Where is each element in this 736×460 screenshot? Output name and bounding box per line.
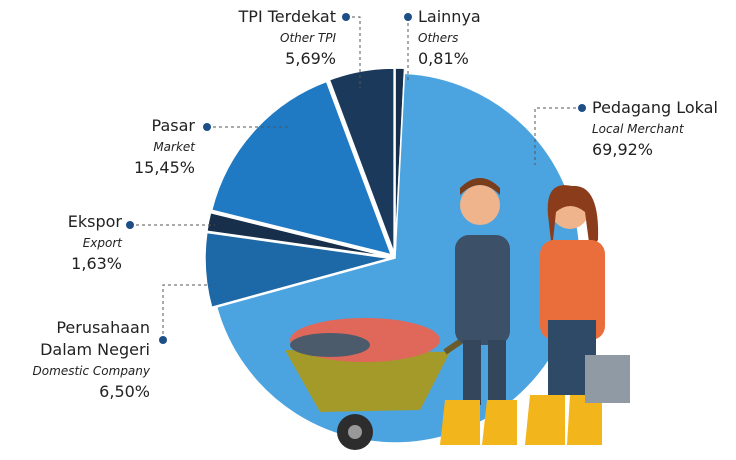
category-english: Local Merchant xyxy=(592,119,718,139)
label-dot xyxy=(404,13,412,21)
boots xyxy=(440,400,517,445)
wheel-hub xyxy=(348,425,362,439)
value-label: 6,50% xyxy=(15,381,150,403)
fish xyxy=(290,333,370,357)
leg xyxy=(463,340,481,405)
overall-man xyxy=(455,235,510,345)
label-dot xyxy=(159,336,167,344)
page: LainnyaOthers0,81% Pedagang LokalLocal Me… xyxy=(0,0,736,460)
leader-line xyxy=(163,285,212,340)
label-dot xyxy=(342,13,350,21)
value-label: 0,81% xyxy=(418,48,481,70)
category-english: Others xyxy=(418,28,481,48)
value-label: 5,69% xyxy=(239,48,336,70)
value-label: 15,45% xyxy=(134,157,195,179)
value-label: 1,63% xyxy=(68,253,122,275)
bucket xyxy=(585,355,630,403)
category-english: Domestic Company xyxy=(15,361,150,381)
label-dot xyxy=(126,221,134,229)
label-dot xyxy=(203,123,211,131)
category-english: Export xyxy=(68,233,122,253)
category-name: Perusahaan Dalam Negeri xyxy=(15,317,150,361)
category-name: TPI Terdekat xyxy=(239,6,336,28)
label-dot xyxy=(578,104,586,112)
category-name: Lainnya xyxy=(418,6,481,28)
category-english: Other TPI xyxy=(239,28,336,48)
category-english: Market xyxy=(134,137,195,157)
category-name: Pedagang Lokal xyxy=(592,97,718,119)
category-name: Ekspor xyxy=(68,211,122,233)
category-name: Pasar xyxy=(134,115,195,137)
value-label: 69,92% xyxy=(592,139,718,161)
leg xyxy=(488,340,506,405)
head-man xyxy=(460,185,500,225)
